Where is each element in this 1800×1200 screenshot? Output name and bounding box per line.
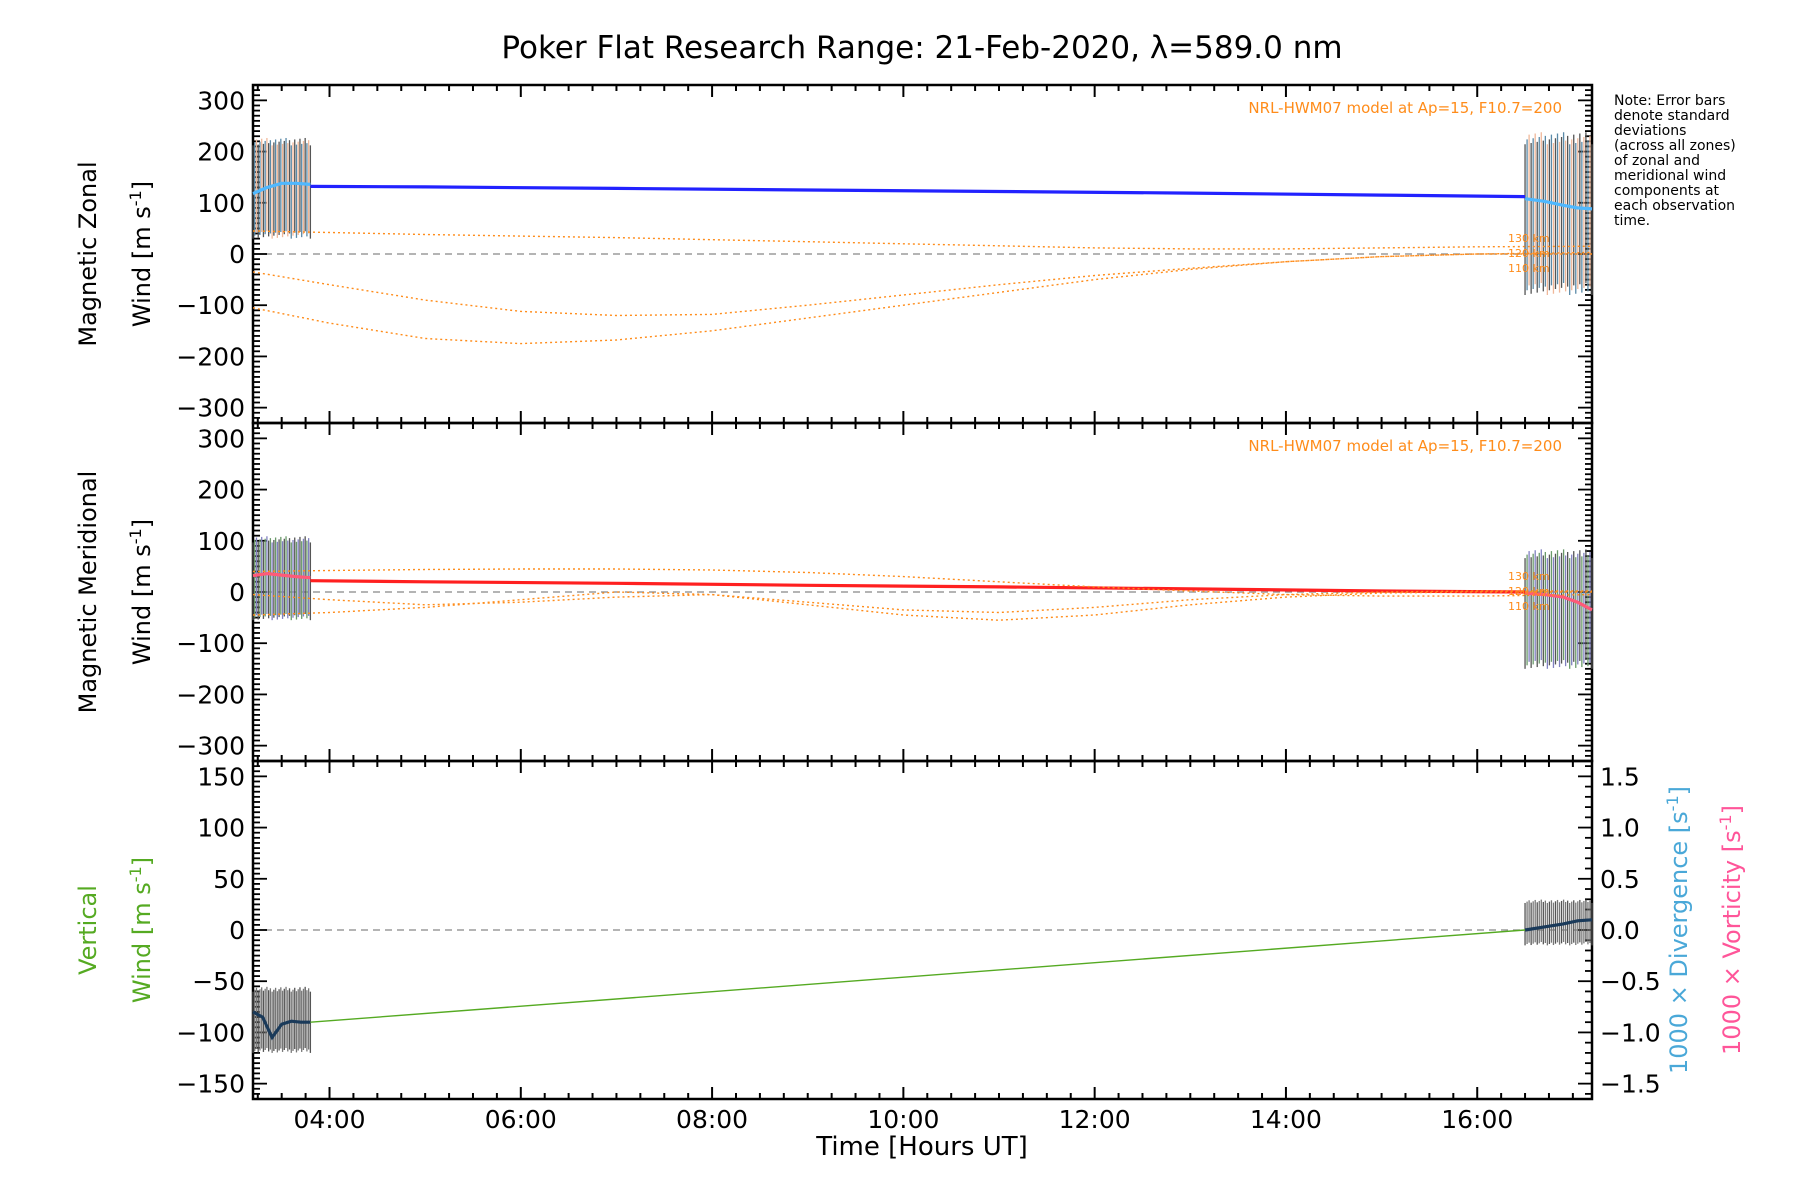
zonal-wind-panel: 300 200 100 0 −100 −200 −300 Magnetic Zonal Wind… [74, 83, 1594, 425]
zonal-series-measured-line [252, 181, 311, 196]
meridional-series-measured-line [1524, 591, 1593, 612]
x-tick-labels: 04:00 06:00 08:00 10:00 12:00 14:00 16:00 [293, 1105, 1513, 1134]
meridional-y-tick-label: −300 [176, 732, 245, 761]
vertical-series-measured-line [252, 1010, 311, 1041]
vertical-ylabel-line2: Wind [m s-1] [126, 857, 156, 1003]
vertical-y2-tick-label: 1.5 [1600, 762, 1640, 791]
meridional-y-tick-label: 100 [197, 527, 245, 556]
meridional-series-fit-line [310, 579, 1526, 594]
x-tick-label: 14:00 [1250, 1105, 1322, 1134]
error-bar-note: Note: Error bars denote standard deviation… [1614, 93, 1736, 229]
zonal-model-label: NRL-HWM07 model at Ap=15, F10.7=200 [1248, 99, 1562, 117]
meridional-wind-panel: 300 200 100 0 −100 −200 −300 Magnetic Meridiona… [74, 421, 1594, 763]
x-tick-label: 16:00 [1441, 1105, 1513, 1134]
vertical-series-measured-line [1524, 918, 1593, 932]
zonal-y-tick-label: −200 [176, 342, 245, 371]
zonal-y-tick-label: 300 [197, 86, 245, 115]
zonal-series-fit-line [310, 184, 1526, 199]
zonal-y-tick-label: 0 [229, 240, 245, 269]
meridional-y-tick-label: −200 [176, 680, 245, 709]
meridional-altitude-label: 120 km [1508, 585, 1550, 598]
vertical-wind-panel: 150 100 50 0 −50 −100 −150 1.5 1.0 0.5 0.0 −0.5 −1.0… [74, 759, 1746, 1101]
meridional-altitude-label: 130 km [1508, 570, 1550, 583]
meridional-model-label: NRL-HWM07 model at Ap=15, F10.7=200 [1248, 437, 1562, 455]
meridional-y-tick-label: 200 [197, 476, 245, 505]
vertical-y2-tick-label: 1.0 [1600, 814, 1640, 843]
meridional-ylabel-line1: Magnetic Meridional [74, 471, 102, 714]
meridional-series-model-line [252, 591, 1592, 621]
zonal-y-tick-label: −300 [176, 394, 245, 423]
meridional-series-model-line [252, 568, 1593, 597]
vertical-y2-tick-label: 0.0 [1600, 916, 1640, 945]
vertical-series-fit-line [310, 929, 1526, 1023]
x-tick-label: 04:00 [293, 1105, 365, 1134]
vertical-y-tick-label: −50 [192, 967, 245, 996]
vorticity-axis-label: 1000 × Vorticity [s-1] [1716, 805, 1746, 1055]
meridional-ylabel-line2: Wind [m s-1] [126, 519, 156, 665]
vertical-y-tick-label: 0 [229, 916, 245, 945]
divergence-axis-label: 1000 × Divergence [s-1] [1663, 786, 1693, 1074]
zonal-altitude-label: 120 km [1508, 247, 1550, 260]
vertical-ylabel-line1: Vertical [74, 885, 102, 975]
vertical-y-tick-label: −100 [176, 1018, 245, 1047]
zonal-series-measured-line [1524, 197, 1593, 211]
zonal-y-tick-label: 200 [197, 138, 245, 167]
zonal-frame [251, 83, 1594, 425]
vertical-y2-tick-label: −1.5 [1600, 1070, 1661, 1099]
meridional-series-model-line [252, 590, 1592, 614]
vertical-y-tick-label: −150 [176, 1070, 245, 1099]
zonal-ylabel-line2: Wind [m s-1] [126, 181, 156, 327]
zonal-series-model-line [252, 230, 1593, 250]
x-tick-label: 08:00 [676, 1105, 748, 1134]
x-axis-label: Time [Hours UT] [815, 1132, 1028, 1162]
x-tick-label: 10:00 [867, 1105, 939, 1134]
meridional-y-tick-label: 300 [197, 424, 245, 453]
vertical-y2-tick-label: −0.5 [1600, 967, 1661, 996]
vertical-y2-tick-label: −1.0 [1600, 1018, 1661, 1047]
zonal-ylabel-line1: Magnetic Zonal [74, 161, 102, 346]
zonal-altitude-label: 130 km [1508, 232, 1550, 245]
vertical-y-tick-label: 100 [197, 814, 245, 843]
meridional-y-tick-label: −100 [176, 629, 245, 658]
zonal-y-tick-label: −100 [176, 291, 245, 320]
x-tick-label: 12:00 [1059, 1105, 1131, 1134]
zonal-altitude-label: 110 km [1508, 262, 1550, 275]
vertical-y2-tick-label: 0.5 [1600, 865, 1640, 894]
meridional-series-measured-line [252, 571, 311, 580]
zonal-y-tick-label: 100 [197, 189, 245, 218]
zonal-series-model-line [252, 253, 1592, 345]
meridional-altitude-label: 110 km [1508, 600, 1550, 613]
x-tick-label: 06:00 [485, 1105, 557, 1134]
figure-title: Poker Flat Research Range: 21-Feb-2020, … [501, 30, 1342, 66]
vertical-y-tick-label: 150 [197, 762, 245, 791]
vertical-frame [251, 759, 1594, 1101]
zonal-series-model-line [252, 251, 1593, 317]
meridional-y-tick-label: 0 [229, 578, 245, 607]
vertical-y-tick-label: 50 [213, 865, 245, 894]
